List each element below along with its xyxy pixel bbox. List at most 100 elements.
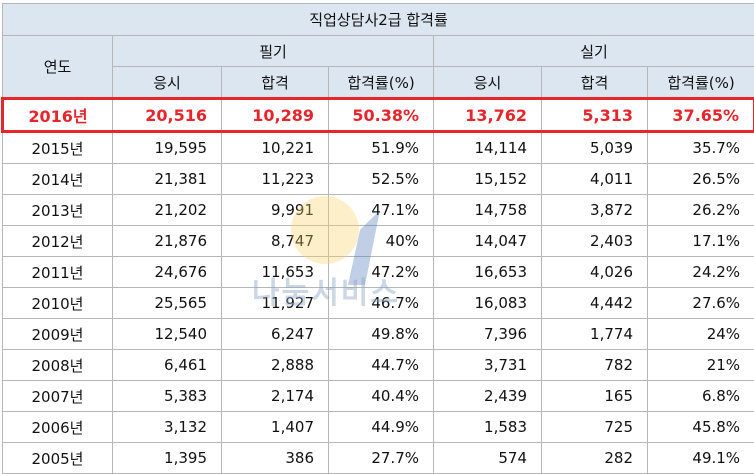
written-rate-cell: 40.4%	[329, 381, 434, 412]
practical-passed-cell: 2,403	[542, 226, 648, 257]
practical-rate-cell: 26.5%	[648, 164, 754, 195]
written-passed-cell: 2,174	[222, 381, 329, 412]
practical-rate-header: 합격률(%)	[648, 67, 754, 99]
table-title-row: 직업상담사2급 합격률	[3, 4, 754, 36]
written-rate-cell: 47.1%	[329, 195, 434, 226]
practical-header: 실기	[434, 36, 754, 67]
written-applicants-cell: 3,132	[113, 412, 222, 443]
written-rate-cell: 40%	[329, 226, 434, 257]
year-header: 연도	[3, 36, 113, 99]
practical-passed-cell: 5,039	[542, 132, 648, 164]
written-rate-cell: 50.38%	[329, 99, 434, 132]
practical-rate-cell: 24%	[648, 319, 754, 350]
pass-rate-table: 직업상담사2급 합격률 연도 필기 실기 응시 합격 합격률(%) 응시 합격 …	[1, 3, 754, 474]
practical-passed-cell: 3,872	[542, 195, 648, 226]
year-cell: 2012년	[3, 226, 113, 257]
written-applicants-cell: 24,676	[113, 257, 222, 288]
written-passed-cell: 386	[222, 443, 329, 474]
written-applicants-cell: 19,595	[113, 132, 222, 164]
written-rate-cell: 44.7%	[329, 350, 434, 381]
practical-passed-cell: 165	[542, 381, 648, 412]
written-rate-cell: 51.9%	[329, 132, 434, 164]
practical-rate-cell: 6.8%	[648, 381, 754, 412]
practical-applicants-cell: 3,731	[434, 350, 542, 381]
practical-applicants-cell: 16,653	[434, 257, 542, 288]
practical-passed-cell: 1,774	[542, 319, 648, 350]
practical-applicants-cell: 15,152	[434, 164, 542, 195]
practical-applicants-cell: 14,758	[434, 195, 542, 226]
written-passed-cell: 9,991	[222, 195, 329, 226]
practical-applicants-header: 응시	[434, 67, 542, 99]
written-passed-cell: 11,927	[222, 288, 329, 319]
practical-applicants-cell: 1,583	[434, 412, 542, 443]
year-cell: 2008년	[3, 350, 113, 381]
year-cell: 2011년	[3, 257, 113, 288]
written-passed-header: 합격	[222, 67, 329, 99]
practical-applicants-cell: 16,083	[434, 288, 542, 319]
practical-passed-cell: 282	[542, 443, 648, 474]
year-cell: 2007년	[3, 381, 113, 412]
written-passed-cell: 1,407	[222, 412, 329, 443]
written-applicants-cell: 6,461	[113, 350, 222, 381]
year-cell: 2009년	[3, 319, 113, 350]
table-title: 직업상담사2급 합격률	[3, 4, 754, 36]
header-row-1: 연도 필기 실기	[3, 36, 754, 67]
written-applicants-header: 응시	[113, 67, 222, 99]
written-applicants-cell: 21,381	[113, 164, 222, 195]
year-cell: 2014년	[3, 164, 113, 195]
written-passed-cell: 10,221	[222, 132, 329, 164]
written-passed-cell: 11,223	[222, 164, 329, 195]
practical-rate-cell: 17.1%	[648, 226, 754, 257]
written-passed-cell: 11,653	[222, 257, 329, 288]
written-rate-cell: 46.7%	[329, 288, 434, 319]
practical-applicants-cell: 574	[434, 443, 542, 474]
year-cell: 2016년	[3, 99, 113, 132]
practical-applicants-cell: 14,114	[434, 132, 542, 164]
written-passed-cell: 2,888	[222, 350, 329, 381]
written-applicants-cell: 20,516	[113, 99, 222, 132]
written-applicants-cell: 12,540	[113, 319, 222, 350]
header-row-2: 응시 합격 합격률(%) 응시 합격 합격률(%)	[3, 67, 754, 99]
practical-passed-cell: 4,011	[542, 164, 648, 195]
practical-applicants-cell: 13,762	[434, 99, 542, 132]
year-cell: 2010년	[3, 288, 113, 319]
practical-applicants-cell: 14,047	[434, 226, 542, 257]
practical-applicants-cell: 2,439	[434, 381, 542, 412]
practical-rate-cell: 37.65%	[648, 99, 754, 132]
written-header: 필기	[113, 36, 434, 67]
written-passed-cell: 10,289	[222, 99, 329, 132]
practical-rate-cell: 24.2%	[648, 257, 754, 288]
written-applicants-cell: 25,565	[113, 288, 222, 319]
written-rate-cell: 49.8%	[329, 319, 434, 350]
practical-passed-cell: 4,026	[542, 257, 648, 288]
practical-passed-cell: 725	[542, 412, 648, 443]
practical-rate-cell: 27.6%	[648, 288, 754, 319]
practical-rate-cell: 35.7%	[648, 132, 754, 164]
year-cell: 2005년	[3, 443, 113, 474]
practical-passed-cell: 4,442	[542, 288, 648, 319]
practical-rate-cell: 26.2%	[648, 195, 754, 226]
year-cell: 2006년	[3, 412, 113, 443]
written-passed-cell: 6,247	[222, 319, 329, 350]
written-passed-cell: 8,747	[222, 226, 329, 257]
practical-passed-cell: 5,313	[542, 99, 648, 132]
year-cell: 2015년	[3, 132, 113, 164]
written-rate-header: 합격률(%)	[329, 67, 434, 99]
written-rate-cell: 52.5%	[329, 164, 434, 195]
year-cell: 2013년	[3, 195, 113, 226]
practical-passed-header: 합격	[542, 67, 648, 99]
written-rate-cell: 47.2%	[329, 257, 434, 288]
practical-rate-cell: 45.8%	[648, 412, 754, 443]
written-applicants-cell: 5,383	[113, 381, 222, 412]
